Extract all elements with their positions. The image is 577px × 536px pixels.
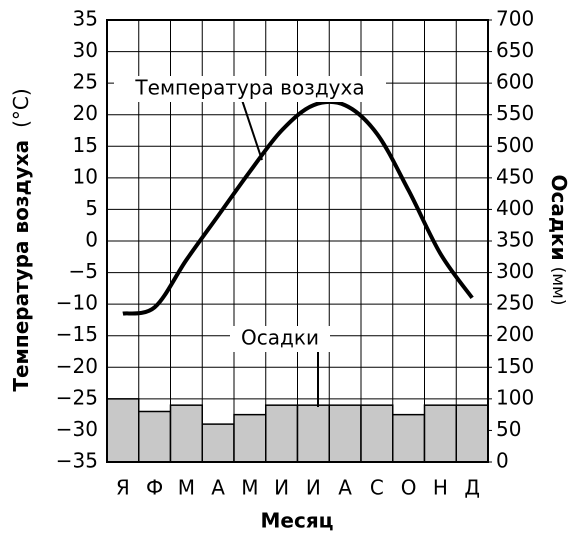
y2-tick-label: 350	[496, 228, 534, 252]
x-tick-label: С	[370, 476, 384, 500]
marks	[106, 99, 489, 463]
y2-tick-label: 600	[496, 70, 534, 94]
y2-tick-label: 250	[496, 291, 534, 315]
y-tick-label: 15	[73, 133, 98, 157]
y-tick-label: 5	[85, 196, 98, 220]
label-bg	[230, 326, 330, 352]
y2-tick-label: 550	[496, 101, 534, 125]
y-tick-label: −20	[56, 354, 98, 378]
y-tick-label: 30	[73, 38, 98, 62]
y2-axis-title-unit: (мм)	[548, 267, 568, 306]
label-bg	[114, 76, 386, 102]
x-tick-label: А	[338, 476, 352, 500]
x-tick-label: Я	[116, 476, 130, 500]
y-axis-title-unit: (°С)	[9, 88, 33, 128]
bar	[296, 404, 330, 463]
y2-tick-label: 100	[496, 385, 534, 409]
y-tick-label: 0	[85, 228, 98, 252]
x-tick-label: М	[241, 476, 258, 500]
y-tick-label: −5	[69, 259, 98, 283]
pointer	[241, 99, 263, 161]
y-tick-label: −15	[56, 322, 98, 346]
y2-tick-label: 200	[496, 322, 534, 346]
y-axis-title: Температура воздуха (°С)	[9, 88, 33, 391]
y-tick-label: −30	[56, 417, 98, 441]
y2-tick-label: 50	[496, 417, 521, 441]
x-tick-label: М	[178, 476, 195, 500]
bar	[233, 413, 267, 463]
annotations: Температура воздуха Осадки	[114, 76, 386, 407]
bar	[360, 404, 394, 463]
x-axis-title: Месяц	[261, 509, 334, 533]
y2-tick-label: 650	[496, 38, 534, 62]
x-tick-label: Н	[433, 476, 448, 500]
y2-tick-label: 150	[496, 354, 534, 378]
bar	[392, 413, 426, 463]
bar	[423, 404, 457, 463]
bar	[328, 404, 362, 463]
x-tick-label: И	[306, 476, 321, 500]
y-tick-label: −35	[56, 449, 98, 473]
x-tick-label: О	[401, 476, 417, 500]
y-tick-label: 10	[73, 164, 98, 188]
y-tick-label: 20	[73, 101, 98, 125]
line-annotation: Температура воздуха	[134, 76, 364, 100]
bar	[265, 404, 299, 463]
bar	[455, 404, 489, 463]
bar	[106, 398, 140, 463]
y-tick-label: −10	[56, 291, 98, 315]
x-tick-label: А	[211, 476, 225, 500]
y2-axis-title: Осадки (мм)	[548, 174, 572, 305]
y-tick-label: 35	[73, 7, 98, 31]
bar	[169, 404, 203, 463]
y2-tick-label: 700	[496, 7, 534, 31]
y2-tick-label: 450	[496, 164, 534, 188]
bar	[201, 423, 235, 463]
temperature-line	[122, 99, 474, 316]
x-tick-label: Д	[464, 476, 480, 500]
y-tick-label: 25	[73, 70, 98, 94]
x-tick-label: Ф	[146, 476, 163, 500]
bar	[138, 410, 172, 463]
y-axis-title-main: Температура воздуха	[9, 140, 33, 392]
plot-frame	[106, 19, 489, 463]
y2-tick-label: 0	[496, 449, 509, 473]
y2-tick-label: 400	[496, 196, 534, 220]
y2-axis-title-main: Осадки	[548, 174, 572, 260]
x-tick-label: И	[274, 476, 289, 500]
bar-annotation: Осадки	[241, 326, 319, 350]
y2-tick-label: 300	[496, 259, 534, 283]
y2-tick-label: 500	[496, 133, 534, 157]
y-tick-label: −25	[56, 385, 98, 409]
